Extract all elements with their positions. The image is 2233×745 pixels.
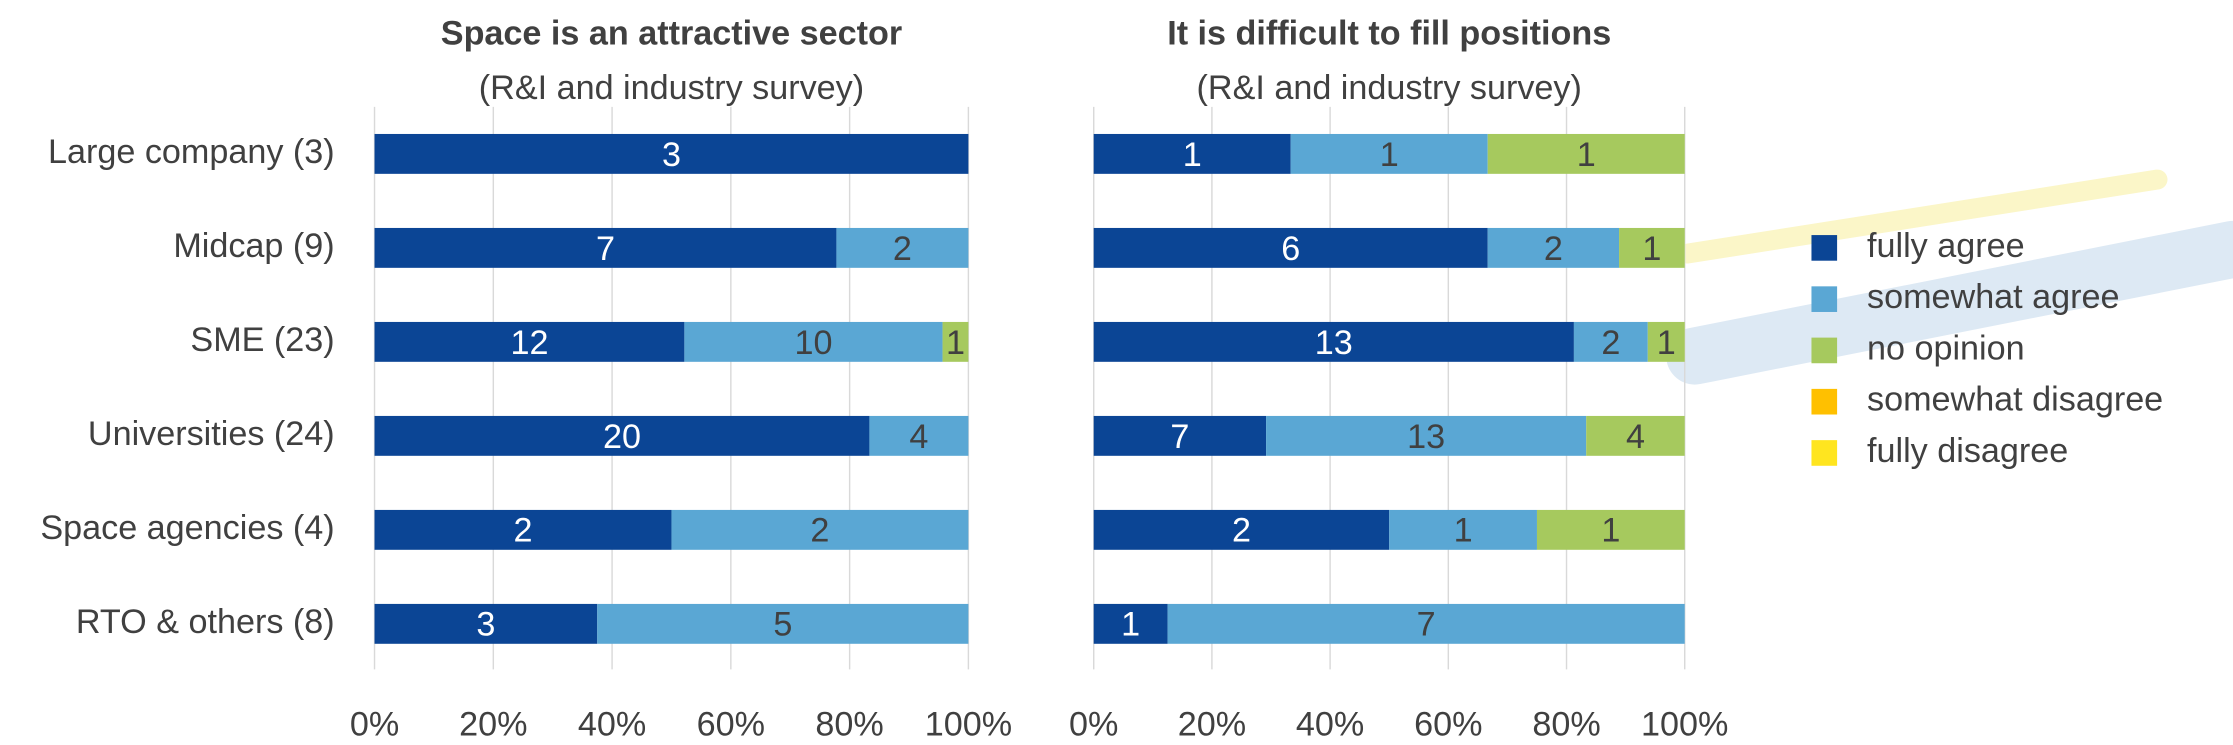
- decoration: [1677, 169, 2168, 264]
- y-tick-label: Space agencies (4): [40, 509, 334, 547]
- bar-segment: [1487, 133, 1685, 174]
- bar-segment: [1093, 321, 1574, 362]
- chart-title: Space is an attractive sector: [441, 15, 902, 53]
- bar-segment: [836, 227, 969, 268]
- bar-segment: [1167, 603, 1685, 644]
- legend-swatch: [1811, 388, 1838, 415]
- data-label: 7: [1170, 418, 1189, 456]
- data-label: 13: [1407, 418, 1445, 456]
- x-tick-label: 80%: [815, 705, 883, 743]
- bar-segment: [374, 603, 598, 644]
- x-tick-label: 0%: [1069, 705, 1118, 743]
- bar-segment: [1093, 133, 1291, 174]
- bar-segment: [684, 321, 943, 362]
- data-label: 4: [1626, 418, 1645, 456]
- bar-segment: [1619, 227, 1685, 268]
- bar-segment: [374, 415, 870, 456]
- bar-segment: [374, 133, 969, 174]
- chart-subtitle: (R&I and industry survey): [1197, 69, 1582, 107]
- bar-segment: [942, 321, 969, 362]
- data-label: 2: [810, 512, 829, 550]
- y-tick-label: Universities (24): [88, 415, 335, 453]
- data-label: 13: [1315, 324, 1353, 362]
- y-tick-label: RTO & others (8): [76, 603, 335, 641]
- x-tick-label: 60%: [697, 705, 765, 743]
- chart-title: It is difficult to fill positions: [1167, 15, 1611, 53]
- y-tick-label: Large company (3): [48, 133, 335, 171]
- data-label: 1: [1454, 512, 1473, 550]
- data-label: 3: [662, 136, 681, 174]
- data-label: 1: [946, 324, 965, 362]
- data-label: 1: [1183, 136, 1202, 174]
- bar-segment: [1093, 227, 1488, 268]
- data-label: 1: [1121, 606, 1140, 644]
- data-label: 1: [1577, 136, 1596, 174]
- legend-swatch: [1811, 337, 1838, 364]
- bar-segment: [1266, 415, 1587, 456]
- x-tick-label: 80%: [1532, 705, 1600, 743]
- data-label: 1: [1601, 512, 1620, 550]
- data-label: 12: [510, 324, 548, 362]
- bar-segment: [671, 509, 969, 550]
- bar-segment: [374, 321, 685, 362]
- x-tick-label: 100%: [925, 705, 1012, 743]
- data-label: 2: [893, 230, 912, 268]
- x-tick-label: 40%: [578, 705, 646, 743]
- x-tick-label: 20%: [1178, 705, 1246, 743]
- legend-swatch: [1811, 235, 1838, 261]
- data-label: 1: [1657, 324, 1676, 362]
- data-label: 1: [1642, 230, 1661, 268]
- data-label: 10: [794, 324, 832, 362]
- chart-subtitle: (R&I and industry survey): [479, 69, 864, 107]
- legend-swatch: [1811, 286, 1838, 312]
- bar-segment: [1093, 415, 1267, 456]
- bar-segment: [1536, 509, 1685, 550]
- x-tick-label: 60%: [1414, 705, 1482, 743]
- data-label: 3: [476, 606, 495, 644]
- data-label: 20: [603, 418, 641, 456]
- data-label: 4: [909, 418, 928, 456]
- legend-label: fully agree: [1867, 227, 2025, 265]
- bar-segment: [1389, 509, 1537, 550]
- data-label: 5: [773, 606, 792, 644]
- data-label: 2: [514, 512, 533, 550]
- bar-segment: [1290, 133, 1488, 174]
- legend-label: no opinion: [1867, 329, 2025, 367]
- y-tick-label: Midcap (9): [173, 227, 334, 265]
- bar-segment: [869, 415, 969, 456]
- x-tick-label: 0%: [350, 705, 399, 743]
- decoration: [1666, 220, 2233, 385]
- data-label: 7: [596, 230, 615, 268]
- data-label: 1: [1380, 136, 1399, 174]
- legend-label: fully disagree: [1867, 432, 2068, 470]
- x-tick-label: 100%: [1641, 705, 1728, 743]
- legend-label: somewhat agree: [1867, 278, 2120, 316]
- x-tick-label: 40%: [1296, 705, 1364, 743]
- bar-segment: [374, 227, 837, 268]
- legend-swatch: [1811, 440, 1838, 466]
- bar-segment: [1487, 227, 1620, 268]
- x-tick-label: 20%: [459, 705, 527, 743]
- data-label: 2: [1601, 324, 1620, 362]
- data-label: 2: [1232, 512, 1251, 550]
- bar-segment: [1093, 509, 1390, 550]
- bar-segment: [1647, 321, 1685, 362]
- y-tick-label: SME (23): [190, 321, 334, 359]
- bar-segment: [1093, 603, 1168, 644]
- data-label: 6: [1281, 230, 1300, 268]
- bar-segment: [374, 509, 672, 550]
- bar-segment: [1586, 415, 1685, 456]
- bar-segment: [597, 603, 969, 644]
- data-label: 7: [1417, 606, 1436, 644]
- bar-segment: [1573, 321, 1648, 362]
- legend-label: somewhat disagree: [1867, 381, 2163, 419]
- data-label: 2: [1544, 230, 1563, 268]
